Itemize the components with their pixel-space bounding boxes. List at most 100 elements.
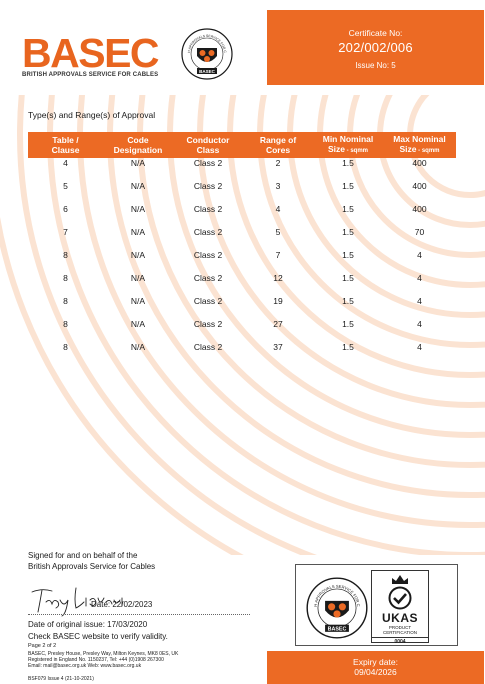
table-row: 8 N/A Class 2 27 1.5 4 bbox=[28, 319, 456, 342]
table-cell: 4 bbox=[417, 296, 422, 306]
table-cell: 2 bbox=[275, 158, 281, 168]
table-cell: Class 2 bbox=[193, 250, 223, 260]
crown-icon bbox=[392, 575, 408, 584]
header-table-clause: Table / Clause bbox=[51, 135, 80, 155]
table-cell: 4 bbox=[417, 273, 422, 283]
table-body: 4 N/A Class 2 2 1.5 400 5 N/A Class 2 3 1.5 400 6 N/A… bbox=[28, 158, 456, 365]
ukas-mark: UKAS PRODUCT CERTIFICATION 0004 bbox=[371, 570, 429, 645]
table-cell: 8 bbox=[63, 342, 68, 352]
section-title: Type(s) and Range(s) of Approval bbox=[28, 110, 156, 120]
table-cell: 7 bbox=[275, 250, 281, 260]
table-row: 8 N/A Class 2 12 1.5 4 bbox=[28, 273, 456, 296]
header-min-nominal-size: Min Nominal Size - sqmm bbox=[322, 134, 374, 154]
ukas-line2: CERTIFICATION bbox=[382, 630, 418, 635]
table-row: 6 N/A Class 2 4 1.5 400 bbox=[28, 204, 456, 227]
table-cell: 1.5 bbox=[342, 319, 354, 329]
accreditation-box: BRITISH APPROVALS SERVICE FOR CABLES BAS… bbox=[295, 564, 458, 646]
table-cell: Class 2 bbox=[193, 227, 223, 237]
form-reference: BSF079 Issue 4 (21-10-2021) bbox=[28, 676, 94, 682]
table-cell: 4 bbox=[275, 204, 281, 214]
table-cell: N/A bbox=[130, 319, 146, 329]
table-cell: 400 bbox=[412, 158, 427, 168]
logo-wordmark: BASEC bbox=[22, 30, 160, 76]
table-cell: 4 bbox=[63, 158, 68, 168]
table-cell: N/A bbox=[130, 204, 146, 214]
table-cell: N/A bbox=[130, 227, 146, 237]
table-cell: 27 bbox=[273, 319, 283, 329]
table-cell: 7 bbox=[63, 227, 68, 237]
header-conductor-class: Conductor Class bbox=[186, 135, 230, 155]
ukas-line1: PRODUCT bbox=[388, 625, 412, 630]
table-cell: 1.5 bbox=[342, 181, 354, 191]
table-cell: N/A bbox=[130, 296, 146, 306]
table-cell: 8 bbox=[63, 319, 68, 329]
table-cell: Class 2 bbox=[193, 342, 223, 352]
table-cell: 5 bbox=[63, 181, 68, 191]
table-cell: 3 bbox=[275, 181, 281, 191]
basec-logo: BASEC BRITISH APPROVALS SERVICE FOR CABL… bbox=[22, 30, 162, 80]
table-cell: Class 2 bbox=[193, 181, 223, 191]
certificate-label: Certificate No: bbox=[348, 28, 403, 38]
table-cell: 70 bbox=[414, 227, 425, 237]
table-cell: 1.5 bbox=[342, 227, 354, 237]
expiry-label: Expiry date: bbox=[353, 657, 398, 667]
certificate-number: 202/002/006 bbox=[338, 40, 413, 55]
table-cell: N/A bbox=[130, 158, 146, 168]
verify-notice: Check BASEC website to verify validity. bbox=[28, 632, 168, 641]
table-cell: Class 2 bbox=[193, 204, 223, 214]
table-cell: 8 bbox=[63, 296, 68, 306]
table-cell: 400 bbox=[412, 181, 427, 191]
table-row: 8 N/A Class 2 7 1.5 4 bbox=[28, 250, 456, 273]
ukas-title: UKAS bbox=[381, 611, 418, 625]
ukas-number: 0004 bbox=[372, 637, 428, 645]
table-cell: 1.5 bbox=[342, 296, 354, 306]
header-max-nominal-size: Max Nominal Size - sqmm bbox=[393, 134, 446, 154]
original-issue-date: Date of original issue: 17/03/2020 bbox=[28, 620, 148, 629]
table-cell: 5 bbox=[275, 227, 281, 237]
table-cell: N/A bbox=[130, 342, 146, 352]
table-cell: 8 bbox=[63, 273, 68, 283]
table-cell: 400 bbox=[412, 204, 427, 214]
table-cell: Class 2 bbox=[193, 296, 223, 306]
table-cell: N/A bbox=[130, 181, 146, 191]
table-row: 5 N/A Class 2 3 1.5 400 bbox=[28, 181, 456, 204]
table-cell: 6 bbox=[63, 204, 68, 214]
table-cell: 4 bbox=[417, 319, 422, 329]
table-row: 8 N/A Class 2 37 1.5 4 bbox=[28, 342, 456, 365]
svg-text:BASEC: BASEC bbox=[328, 626, 347, 632]
logo-subtitle: BRITISH APPROVALS SERVICE FOR CABLES bbox=[22, 72, 159, 78]
expiry-box: Expiry date: 09/04/2026 bbox=[267, 651, 484, 684]
table-cell: 12 bbox=[273, 273, 283, 283]
certificate-number-box: Certificate No: 202/002/006 Issue No: 5 bbox=[267, 10, 484, 85]
table-row: 8 N/A Class 2 19 1.5 4 bbox=[28, 296, 456, 319]
basec-seal-large-icon: BRITISH APPROVALS SERVICE FOR CABLES BAS… bbox=[306, 577, 368, 639]
approval-table: Table / Clause Code Designation Conductor C… bbox=[28, 132, 456, 365]
table-cell: Class 2 bbox=[193, 319, 223, 329]
table-cell: 1.5 bbox=[342, 204, 354, 214]
signature-date: Date: 22/02/2023 bbox=[91, 600, 153, 609]
header-range-of-cores: Range of Cores bbox=[259, 135, 297, 155]
basec-seal-icon: BRITISH APPROVALS SERVICE FOR CABLES BAS… bbox=[181, 28, 233, 80]
table-cell: 1.5 bbox=[342, 250, 354, 260]
table-cell: Class 2 bbox=[193, 158, 223, 168]
table-cell: 1.5 bbox=[342, 273, 354, 283]
table-cell: 4 bbox=[417, 342, 422, 352]
expiry-date: 09/04/2026 bbox=[354, 667, 397, 677]
header-code-designation: Code Designation bbox=[113, 135, 163, 155]
table-row: 7 N/A Class 2 5 1.5 70 bbox=[28, 227, 456, 250]
table-cell: N/A bbox=[130, 250, 146, 260]
issue-number: Issue No: 5 bbox=[355, 61, 396, 70]
address-block: BASEC, Presley House, Presley Way, Milto… bbox=[28, 651, 179, 669]
signed-statement: Signed for and on behalf of the British … bbox=[28, 551, 156, 571]
seal-bottom-text: BASEC bbox=[199, 69, 216, 74]
signature-line bbox=[28, 614, 250, 615]
table-cell: 4 bbox=[417, 250, 422, 260]
table-cell: N/A bbox=[130, 273, 146, 283]
table-row: 4 N/A Class 2 2 1.5 400 bbox=[28, 158, 456, 181]
signature bbox=[31, 587, 123, 617]
table-cell: 1.5 bbox=[342, 342, 354, 352]
table-cell: 8 bbox=[63, 250, 68, 260]
check-circle-icon bbox=[388, 586, 412, 610]
table-cell: 37 bbox=[273, 342, 283, 352]
